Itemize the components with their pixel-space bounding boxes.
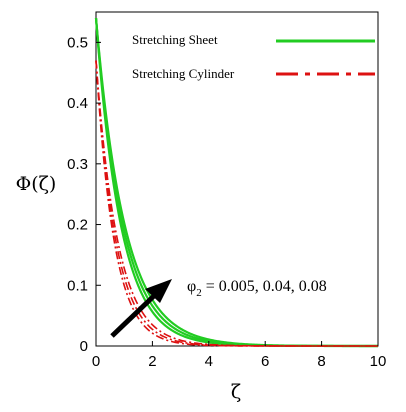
plot-frame xyxy=(95,11,379,347)
y-tick-label-5: 0.5 xyxy=(67,34,88,51)
legend-label-stretching-cylinder: Stretching Cylinder xyxy=(132,66,235,81)
y-tick-label-1: 0.1 xyxy=(67,277,88,294)
x-axis-label: ζ xyxy=(231,381,241,403)
annotation-text: φ2 = 0.005, 0.04, 0.08 xyxy=(187,278,327,299)
x-tick-label-2: 4 xyxy=(205,353,213,370)
x-tick-label-5: 10 xyxy=(370,353,387,370)
series-layer xyxy=(94,17,378,348)
annotation-symbol: φ xyxy=(187,278,196,295)
y-axis-label: Φ(ζ) xyxy=(16,173,57,195)
legend: Stretching Sheet Stretching Cylinder xyxy=(132,32,375,81)
annotation-values: = 0.005, 0.04, 0.08 xyxy=(202,278,327,295)
x-tick-label-0: 0 xyxy=(92,353,100,370)
x-tick-label-4: 8 xyxy=(317,353,325,370)
annotation-subscript: 2 xyxy=(196,287,202,299)
y-tick-label-3: 0.3 xyxy=(67,156,88,173)
x-tick-label-1: 2 xyxy=(148,353,156,370)
legend-label-stretching-sheet: Stretching Sheet xyxy=(132,32,218,47)
series-1-curve-2 xyxy=(95,60,378,347)
annotation-arrow xyxy=(110,291,159,338)
annotation-arrowhead xyxy=(145,279,172,303)
tick-layer: 0 2 4 6 8 10 0 0.1 0.2 0.3 0.4 0.5 xyxy=(67,34,386,370)
series-1-curve-0 xyxy=(95,60,378,347)
x-tick-label-3: 6 xyxy=(261,353,269,370)
phi-annotation: φ2 = 0.005, 0.04, 0.08 xyxy=(110,278,327,338)
series-1-curve-1 xyxy=(95,60,378,347)
y-tick-label-0: 0 xyxy=(80,338,88,355)
y-tick-label-2: 0.2 xyxy=(67,217,88,234)
y-tick-label-4: 0.4 xyxy=(67,95,88,112)
